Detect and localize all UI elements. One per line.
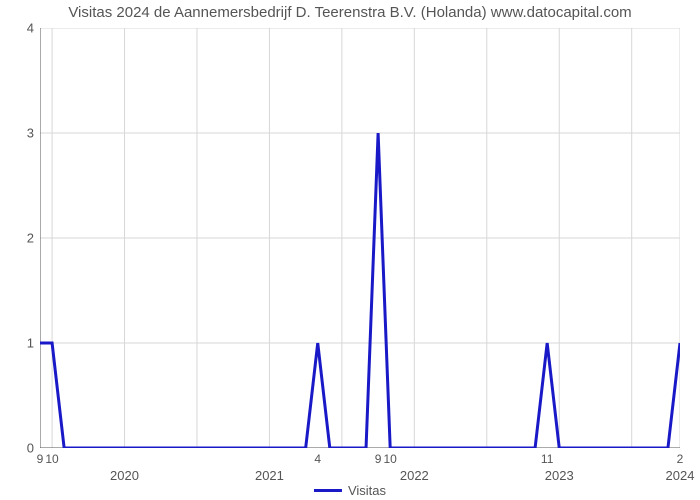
- legend-label: Visitas: [348, 483, 386, 498]
- x-tick-label: 9: [37, 452, 44, 466]
- legend: Visitas: [314, 483, 386, 498]
- y-tick-label: 4: [4, 21, 34, 36]
- x-tick-label: 2: [677, 452, 684, 466]
- x-year-label: 2024: [666, 468, 695, 483]
- chart-plot: [40, 28, 680, 448]
- series-line: [40, 133, 680, 448]
- legend-swatch: [314, 489, 342, 492]
- x-tick-label: 11: [541, 452, 553, 466]
- chart-container: Visitas 2024 de Aannemersbedrijf D. Teer…: [0, 0, 700, 500]
- x-year-label: 2021: [255, 468, 284, 483]
- x-year-label: 2023: [545, 468, 574, 483]
- y-tick-label: 1: [4, 336, 34, 351]
- x-tick-label: 10: [384, 452, 397, 466]
- chart-title: Visitas 2024 de Aannemersbedrijf D. Teer…: [0, 4, 700, 21]
- x-year-label: 2022: [400, 468, 429, 483]
- x-tick-label: 9: [375, 452, 382, 466]
- x-tick-label: 4: [314, 452, 321, 466]
- y-tick-label: 0: [4, 441, 34, 456]
- x-year-label: 2020: [110, 468, 139, 483]
- y-tick-label: 3: [4, 126, 34, 141]
- y-tick-label: 2: [4, 231, 34, 246]
- x-tick-label: 10: [45, 452, 58, 466]
